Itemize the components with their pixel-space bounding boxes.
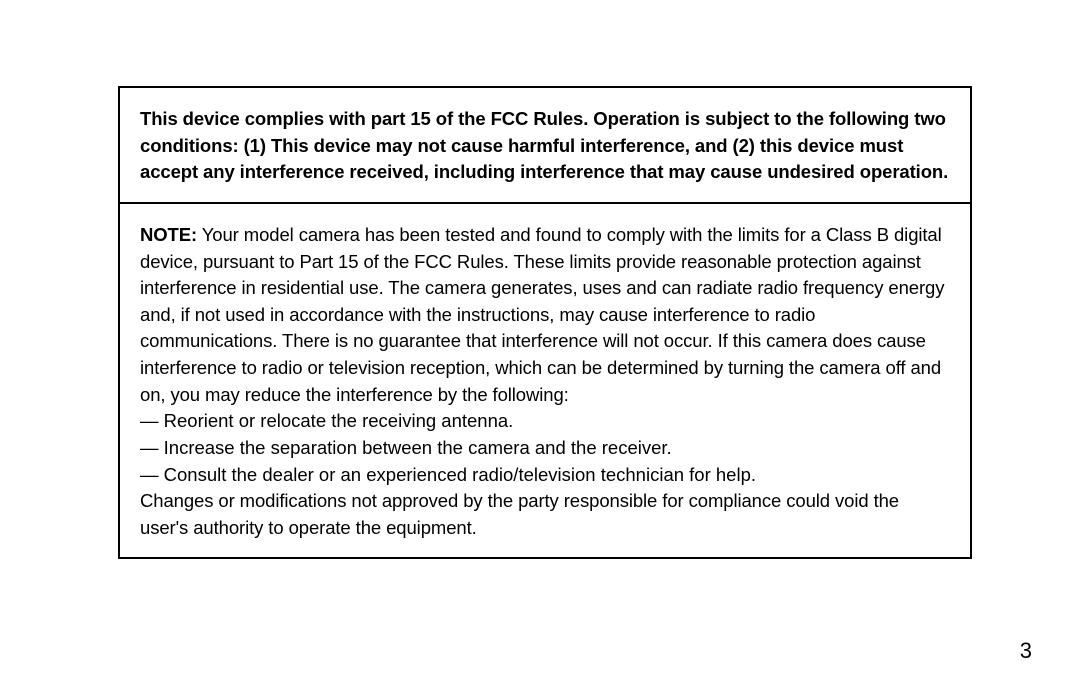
document-page: This device complies with part 15 of the… xyxy=(0,0,1080,694)
note-body: Your model camera has been tested and fo… xyxy=(140,224,944,405)
compliance-section: This device complies with part 15 of the… xyxy=(120,88,970,204)
notice-box: This device complies with part 15 of the… xyxy=(118,86,972,559)
note-paragraph: NOTE: Your model camera has been tested … xyxy=(140,222,950,408)
note-bullet: — Reorient or relocate the receiving ant… xyxy=(140,408,950,435)
note-bullet: — Consult the dealer or an experienced r… xyxy=(140,462,950,489)
note-footer: Changes or modifications not approved by… xyxy=(140,488,950,541)
note-label: NOTE: xyxy=(140,224,197,245)
compliance-statement: This device complies with part 15 of the… xyxy=(140,106,950,186)
note-bullet: — Increase the separation between the ca… xyxy=(140,435,950,462)
page-number: 3 xyxy=(1020,638,1032,664)
note-section: NOTE: Your model camera has been tested … xyxy=(120,204,970,558)
